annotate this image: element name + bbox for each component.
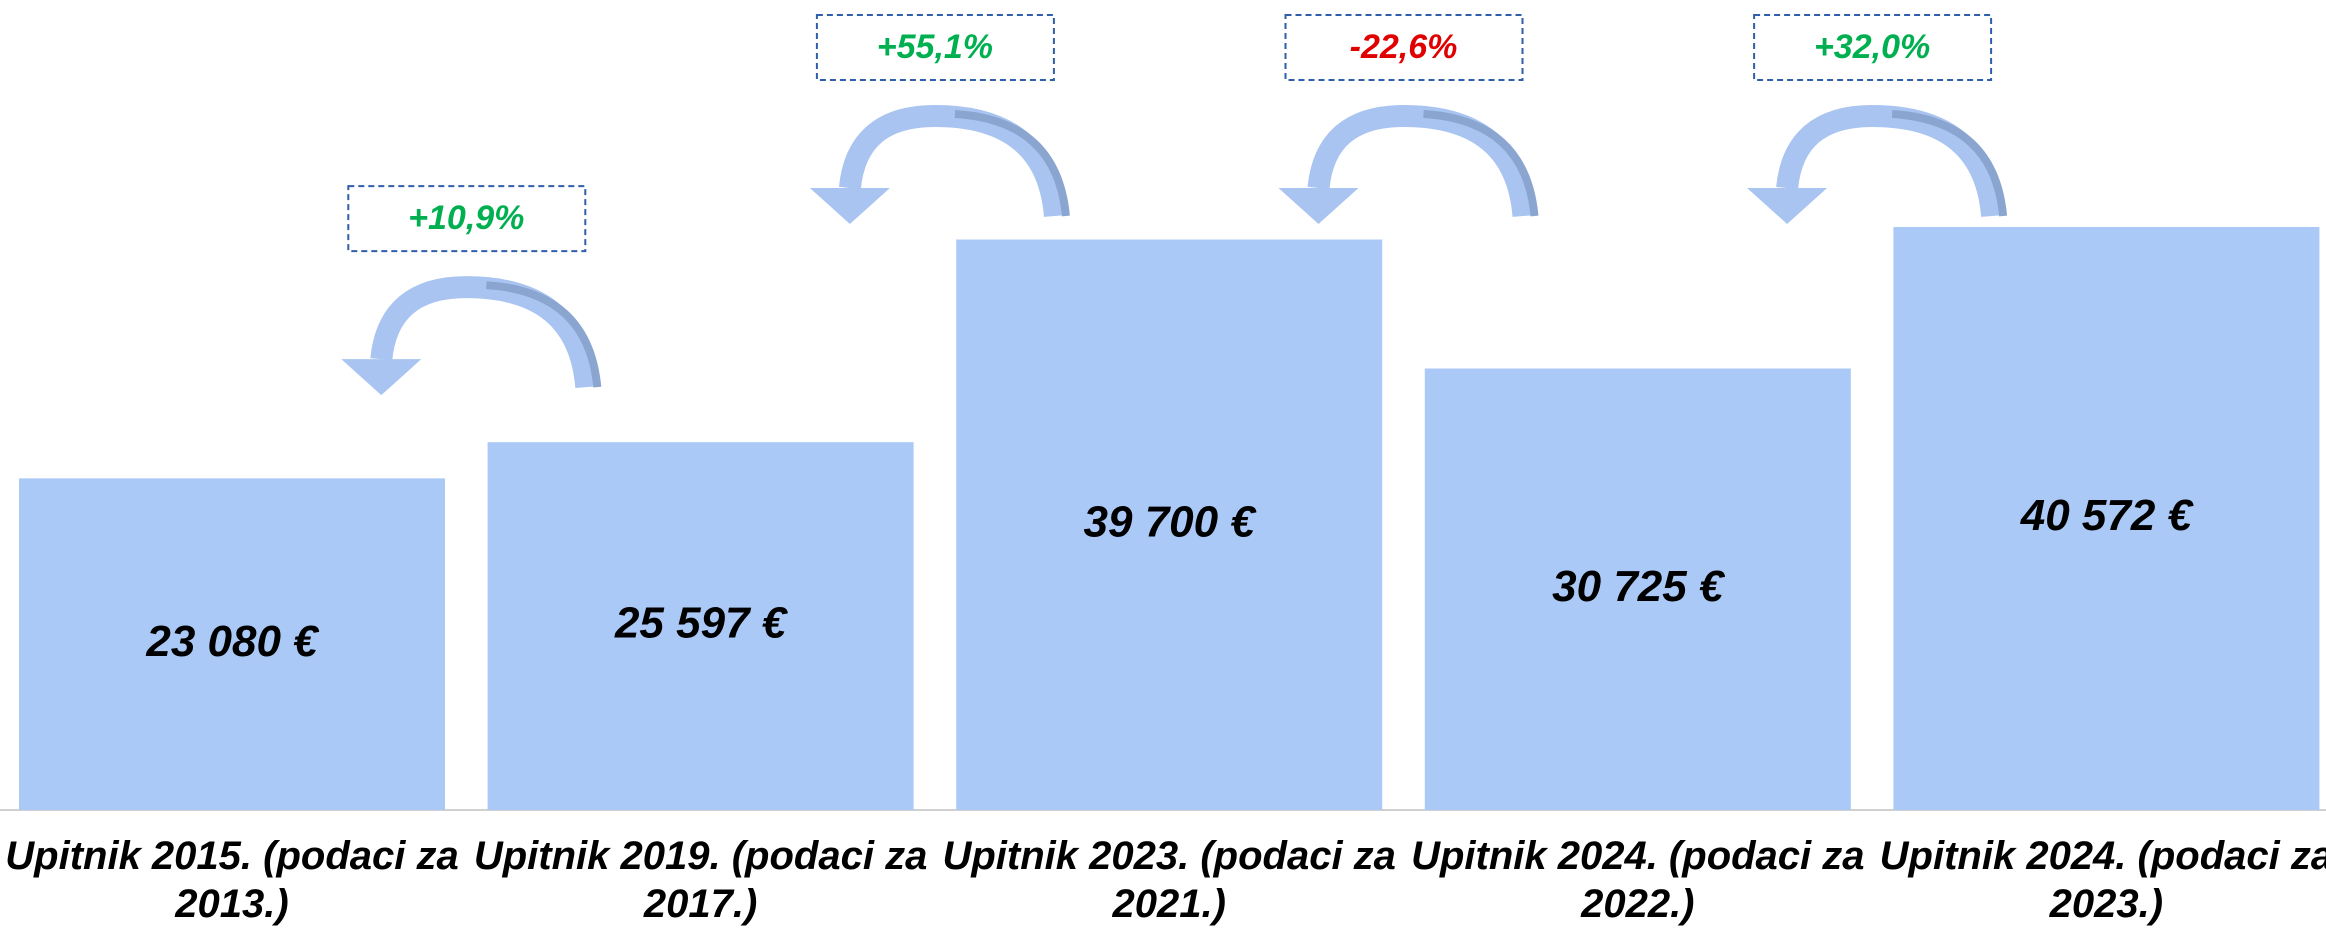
arrow-shade (486, 281, 602, 388)
arrow-body (838, 104, 1066, 218)
value-label: 25 597 € (614, 599, 789, 648)
annotation: +10,9% (408, 199, 524, 237)
annotation-box (347, 185, 587, 253)
arrow-shade (1423, 110, 1539, 217)
bar (19, 478, 445, 810)
arrow-head (1278, 188, 1359, 224)
x-tick-label: Upitnik 2023. (podaci za 2021.) (942, 834, 1396, 926)
bar (956, 239, 1383, 810)
annotation-box (815, 14, 1055, 81)
annotation: +55,1% (877, 28, 993, 66)
arrow-shade (954, 110, 1070, 217)
bar (1893, 227, 2320, 810)
arrow-body (1307, 104, 1535, 218)
annotation-box (1284, 14, 1524, 81)
arrow-body (370, 276, 598, 389)
x-tick-label: Upitnik 2024. (podaci za 2022.) (1411, 834, 1865, 926)
annotation-box (1753, 14, 1993, 81)
annotation: -22,6% (1350, 28, 1458, 66)
value-label: 23 080 € (145, 617, 320, 666)
bar (1424, 368, 1851, 810)
value-label: 40 572 € (2020, 491, 2195, 540)
annotation: +32,0% (1814, 28, 1930, 66)
bar (487, 442, 914, 810)
arrow-head (809, 188, 890, 224)
x-tick-label: Upitnik 2015. (podaci za 2013.) (5, 834, 459, 926)
arrow-head (341, 359, 422, 396)
value-label: 39 700 € (1084, 497, 1258, 546)
arrow-body (1776, 104, 2004, 218)
arrow-shade (1891, 110, 2008, 217)
x-tick-label: Upitnik 2019. (podaci za 2017.) (473, 834, 928, 926)
value-label: 30 725 € (1552, 562, 1726, 611)
x-tick-label: Upitnik 2024. (podaci za 2023.) (1879, 834, 2326, 926)
arrow-head (1747, 188, 1828, 224)
